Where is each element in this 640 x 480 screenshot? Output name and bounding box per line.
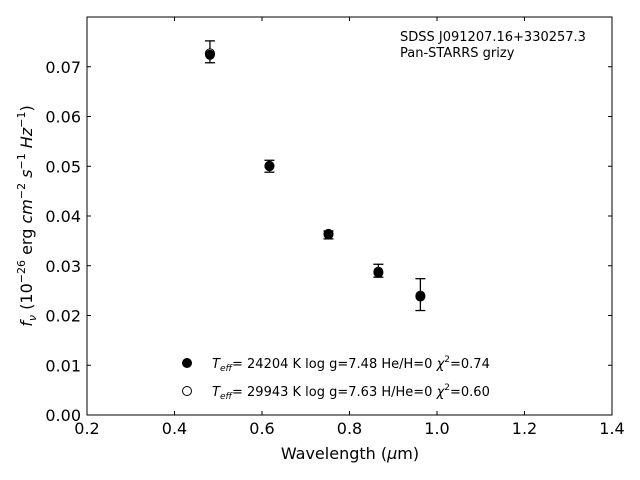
legend-label-model-1: Teff= 24204 K log g=7.48 He/H=0 χ2=0.74 <box>212 355 490 374</box>
y-tick-label: 0.05 <box>45 157 81 176</box>
x-tick-label: 0.2 <box>74 419 99 438</box>
data-markers <box>204 40 426 312</box>
y-tick-label: 0.03 <box>45 257 81 276</box>
annotation-object-name: SDSS J091207.16+330257.3 <box>400 30 586 45</box>
y-tick-label: 0.04 <box>45 207 81 226</box>
axis-ticks: 0.2 0.4 0.6 0.8 1.0 1.2 1.4 0.00 0.01 0.02 0.03 0.0… <box>45 17 625 438</box>
x-tick-label: 1.0 <box>424 419 449 438</box>
model-point-filled <box>415 291 426 302</box>
y-tick-label: 0.00 <box>45 406 81 425</box>
x-tick-label: 1.4 <box>599 419 624 438</box>
model-point-filled <box>323 229 334 240</box>
annotation-photometry: Pan-STARRS grizy <box>400 46 515 61</box>
y-tick-label: 0.07 <box>45 58 81 77</box>
x-tick-label: 0.4 <box>162 419 187 438</box>
model-point-filled <box>264 161 275 172</box>
y-axis-label: fν (10−26 erg cm−2 s−1 Hz−1) <box>15 105 39 326</box>
y-tick-label: 0.06 <box>45 108 81 127</box>
y-tick-label: 0.02 <box>45 307 81 326</box>
model-point-filled <box>204 49 215 60</box>
legend-marker-filled <box>182 358 192 368</box>
x-tick-label: 1.2 <box>512 419 537 438</box>
legend: Teff= 24204 K log g=7.48 He/H=0 χ2=0.74 … <box>182 355 490 402</box>
x-axis-label: Wavelength (μm) <box>281 444 419 463</box>
model-point-filled <box>373 267 384 278</box>
y-tick-label: 0.01 <box>45 356 81 375</box>
x-tick-label: 0.6 <box>249 419 274 438</box>
legend-label-model-2: Teff= 29943 K log g=7.63 H/He=0 χ2=0.60 <box>212 383 490 402</box>
legend-marker-open <box>182 386 192 396</box>
x-tick-label: 0.8 <box>337 419 362 438</box>
plot-frame <box>86 16 613 416</box>
